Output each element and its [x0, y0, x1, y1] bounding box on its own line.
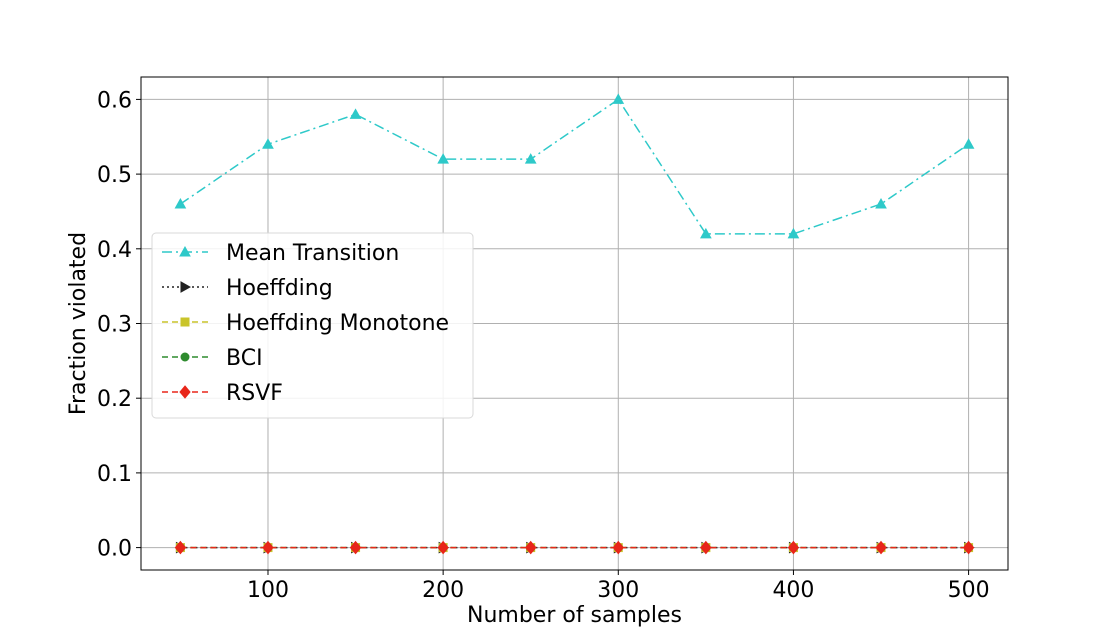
legend-marker [180, 281, 192, 293]
legend-entry: Mean Transition [162, 241, 399, 266]
y-tick-label: 0.5 [97, 163, 132, 188]
x-tick-label: 300 [597, 578, 639, 603]
y-tick-label: 0.1 [97, 462, 132, 487]
legend: Mean Transition Hoeffding Hoeffding Monoto… [151, 232, 474, 419]
data-point [349, 108, 362, 119]
data-point [262, 540, 274, 555]
legend-label: RSVF [226, 381, 283, 406]
data-point [262, 138, 274, 149]
data-point [962, 138, 975, 149]
y-tick-label: 0.6 [97, 88, 132, 113]
y-axis-label: Fraction violated [66, 232, 91, 415]
data-point [524, 153, 537, 164]
y-tick-label: 0.0 [97, 537, 132, 562]
data-point [787, 540, 800, 555]
data-point [700, 540, 712, 555]
series-line [179, 98, 970, 235]
y-tick-label: 0.3 [97, 313, 132, 338]
series-0 [174, 93, 975, 239]
data-point [612, 93, 625, 104]
data-point [962, 540, 975, 555]
data-point [612, 540, 624, 555]
legend-entry: RSVF [162, 381, 283, 406]
data-point [174, 197, 187, 209]
x-tick-label: 100 [247, 578, 289, 603]
data-point [174, 540, 187, 555]
data-point [787, 227, 800, 239]
y-axis: 0.0 0.1 0.2 0.3 0.4 0.5 0.6 [97, 88, 141, 562]
series-group [174, 93, 975, 555]
data-point [700, 227, 712, 239]
data-point [875, 540, 887, 555]
legend-label: BCI [226, 346, 263, 371]
data-point [525, 540, 537, 555]
legend-box [151, 232, 474, 419]
x-axis-label: Number of samples [467, 603, 682, 628]
data-point [437, 540, 449, 555]
x-tick-label: 500 [948, 578, 990, 603]
legend-entry: Hoeffding Monotone [162, 311, 449, 336]
legend-label: Hoeffding [226, 276, 333, 301]
legend-entry: Hoeffding [162, 276, 333, 301]
x-tick-label: 400 [772, 578, 814, 603]
data-point [349, 540, 362, 555]
data-point [875, 197, 887, 209]
legend-label: Hoeffding Monotone [226, 311, 449, 336]
legend-entry: BCI [162, 346, 263, 371]
legend-label: Mean Transition [226, 241, 399, 266]
legend-marker [180, 317, 190, 327]
x-tick-label: 200 [422, 578, 464, 603]
data-point [437, 153, 449, 164]
legend-marker [179, 385, 191, 399]
legend-marker [179, 245, 191, 257]
y-tick-label: 0.2 [97, 387, 132, 412]
legend-marker [180, 352, 190, 362]
y-tick-label: 0.4 [97, 238, 132, 263]
x-axis: 100 200 300 400 500 [247, 570, 990, 603]
series-4 [174, 540, 975, 555]
